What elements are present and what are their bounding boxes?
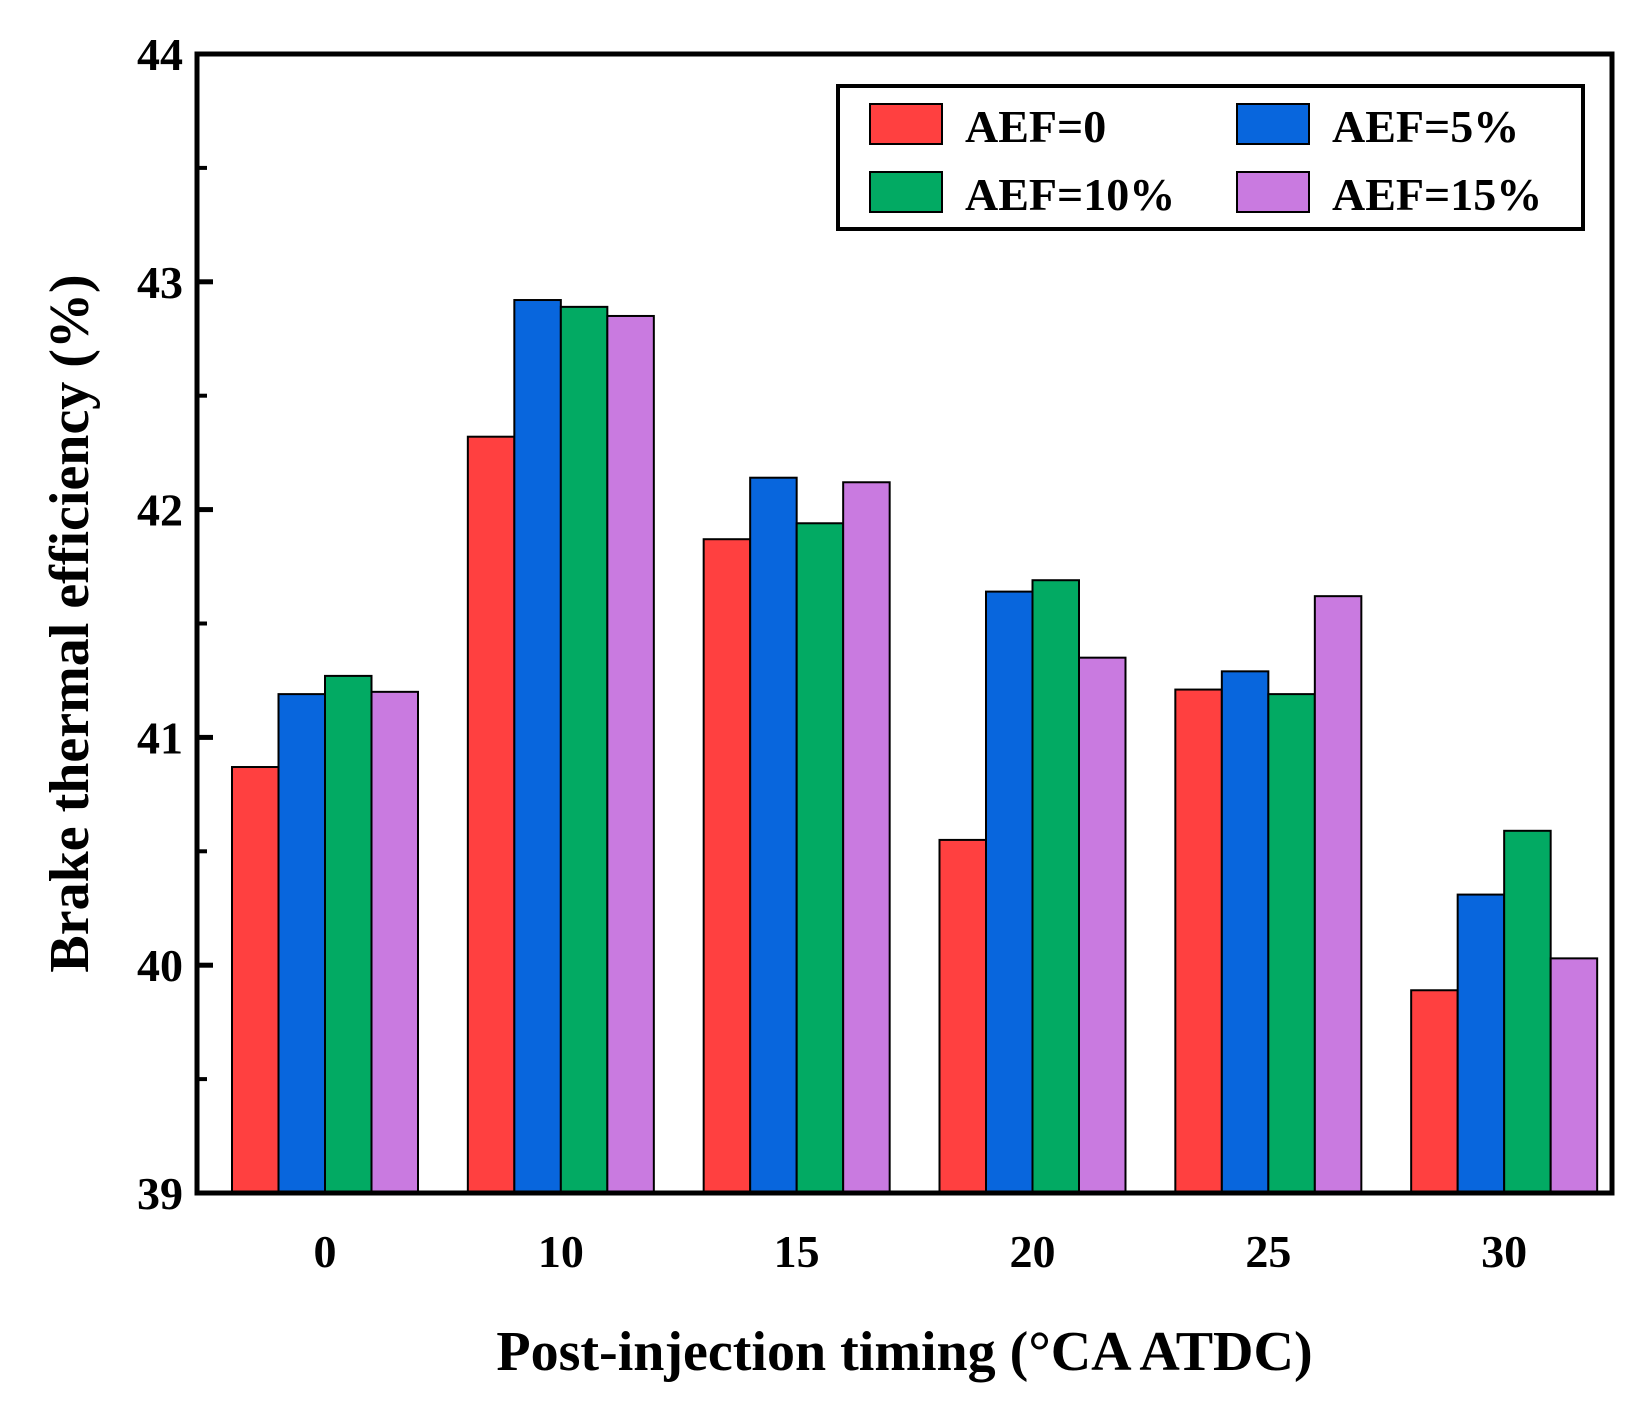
legend-label: AEF=15% (1332, 169, 1542, 220)
bar-aef15-0 (370, 690, 419, 1195)
bar-aef0-20 (938, 838, 987, 1194)
bar-aef5-20 (985, 590, 1034, 1194)
x-tick-label: 0 (314, 1226, 337, 1277)
y-axis-title: Brake thermal efficiency (%) (39, 274, 101, 972)
bar-aef10-10 (559, 305, 609, 1195)
bar-aef10-20 (1031, 579, 1080, 1194)
x-tick-label: 30 (1481, 1226, 1527, 1277)
bar-aef15-20 (1078, 656, 1127, 1194)
bar-aef0-30 (1410, 989, 1459, 1194)
bar-aef10-0 (324, 674, 373, 1194)
bar-aef5-10 (513, 299, 562, 1194)
legend-swatch (1236, 171, 1310, 213)
bars-layer (231, 299, 1599, 1195)
y-tick-label: 40 (137, 940, 183, 991)
x-tick-label: 15 (774, 1226, 820, 1277)
legend-label: AEF=10% (965, 169, 1175, 220)
bar-aef0-25 (1174, 688, 1223, 1194)
legend-swatch (869, 171, 943, 213)
legend-label: AEF=5% (1332, 101, 1519, 152)
bar-aef5-25 (1220, 670, 1270, 1194)
y-tick-label: 39 (137, 1168, 183, 1219)
bar-aef15-30 (1549, 957, 1599, 1195)
y-tick-label: 43 (137, 257, 183, 308)
x-axis-title: Post-injection timing (°CA ATDC) (496, 1321, 1312, 1383)
bar-aef0-15 (702, 538, 752, 1194)
bar-aef15-15 (842, 481, 891, 1195)
bar-aef10-30 (1503, 829, 1552, 1194)
legend-label: AEF=0 (965, 101, 1106, 152)
bar-aef0-0 (231, 766, 280, 1194)
y-tick-label: 44 (137, 29, 183, 80)
bar-aef5-0 (277, 693, 326, 1194)
y-tick-label: 42 (137, 485, 183, 536)
legend-swatch (1236, 103, 1310, 145)
bar-aef15-25 (1313, 595, 1363, 1194)
x-tick-label: 10 (538, 1226, 584, 1277)
x-tick-label: 20 (1010, 1226, 1056, 1277)
bar-aef5-15 (749, 476, 798, 1194)
bar-aef0-10 (466, 435, 516, 1195)
y-tick-label: 41 (137, 712, 183, 763)
bar-aef10-15 (795, 522, 845, 1194)
legend: AEF=0 AEF=5% AEF=10% AEF=15% (836, 84, 1585, 231)
bar-aef15-10 (606, 314, 655, 1195)
bar-aef10-25 (1267, 693, 1316, 1194)
bar-aef5-30 (1456, 893, 1506, 1194)
legend-swatch (869, 103, 943, 145)
axes-layer: 39 40 41 42 43 44 0 10 15 20 25 30 (137, 29, 1615, 1277)
legend-box (836, 84, 1585, 231)
x-tick-label: 25 (1245, 1226, 1291, 1277)
